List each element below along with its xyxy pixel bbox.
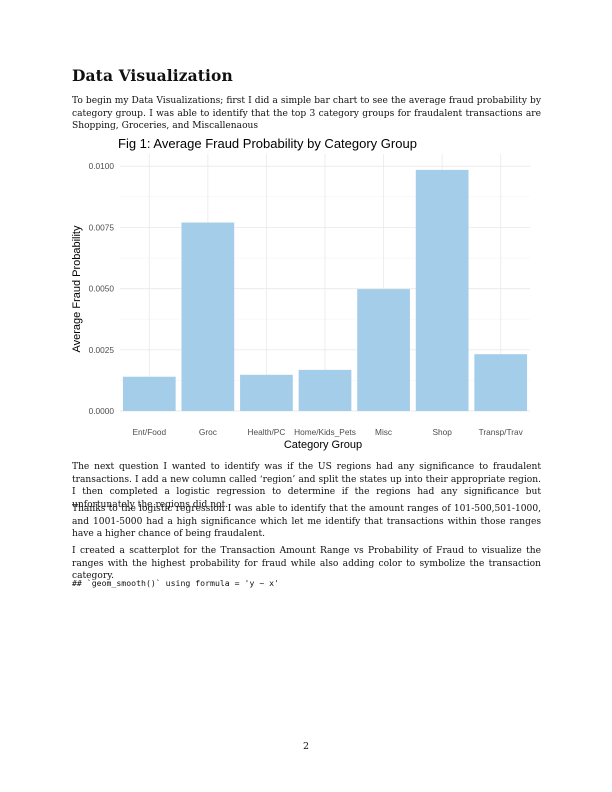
y-tick-label: 0.0050: [89, 284, 115, 294]
intro-paragraph: To begin my Data Visualizations; first I…: [72, 96, 541, 132]
x-tick-label: Misc: [375, 427, 392, 437]
x-axis-label: Category Group: [284, 439, 362, 451]
x-tick-label: Ent/Food: [132, 427, 166, 437]
code-output: ## `geom_smooth()` using formula = 'y ~ …: [72, 578, 280, 588]
page-number: 2: [302, 741, 310, 752]
x-tick-label: Health/PC: [248, 427, 286, 437]
y-tick-label: 0.0000: [89, 406, 115, 416]
regions-paragraph: The next question I wanted to identify w…: [72, 462, 541, 510]
bar-home-kids-pets: [298, 369, 352, 411]
section-heading: Data Visualization: [72, 66, 233, 85]
bar-transp-trav: [474, 354, 528, 411]
bar-groc: [181, 222, 235, 411]
regression-paragraph: Thanks to the logistic regression I was …: [72, 504, 541, 540]
bar-misc: [357, 289, 410, 411]
chart-title: Fig 1: Average Fraud Probability by Cate…: [118, 136, 417, 151]
y-axis-label: Average Fraud Probability: [71, 225, 83, 352]
x-tick-label: Home/Kids_Pets: [294, 427, 356, 437]
y-tick-label: 0.0100: [89, 161, 115, 171]
bar-ent-food: [122, 376, 176, 411]
scatterplot-paragraph: I created a scatterplot for the Transact…: [72, 546, 541, 582]
y-tick-label: 0.0025: [89, 345, 115, 355]
bar-health-pc: [240, 374, 293, 411]
bar-chart: Ent/Food Groc Health/PC Home/Kids_Pets Misc S…: [71, 136, 530, 451]
x-tick-label: Groc: [199, 427, 217, 437]
y-tick-label: 0.0075: [89, 222, 115, 232]
x-tick-label: Shop: [432, 427, 452, 437]
bar-shop: [415, 169, 469, 411]
x-tick-label: Transp/Trav: [479, 427, 524, 437]
